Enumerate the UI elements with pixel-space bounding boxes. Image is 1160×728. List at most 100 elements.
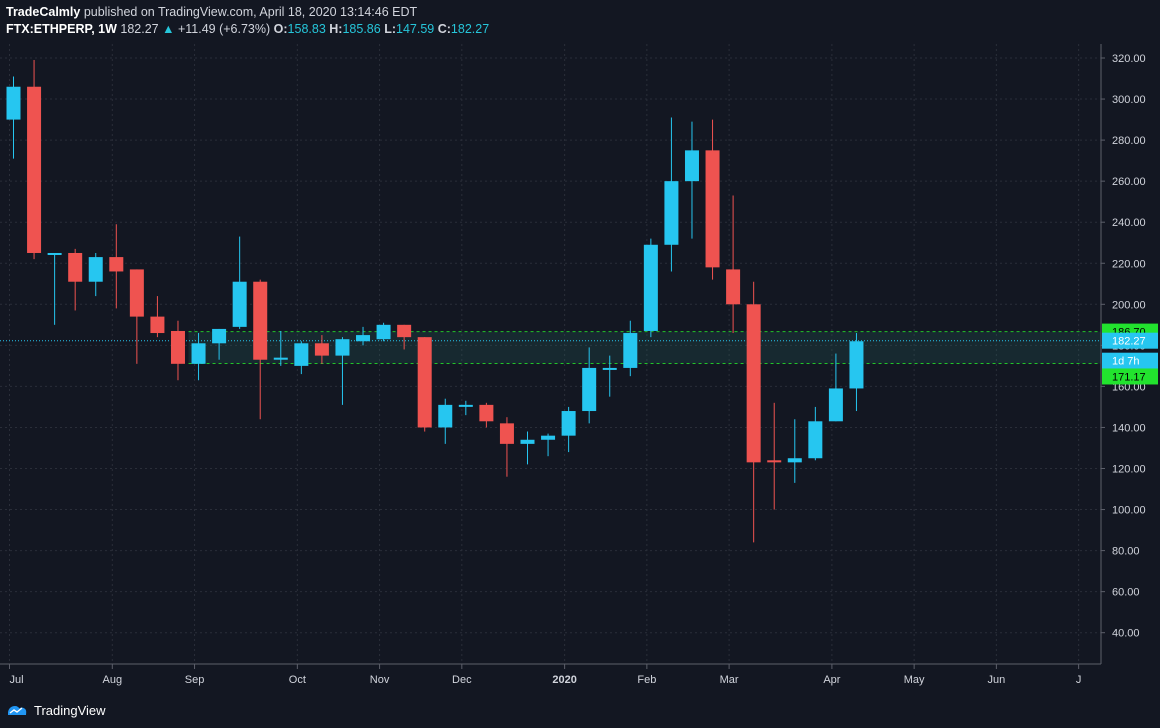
candle[interactable] [767, 402, 782, 510]
candle-body[interactable] [643, 244, 658, 331]
candle[interactable] [109, 224, 124, 309]
zone-lower-label: 171.17 [1102, 368, 1158, 385]
time-axis[interactable]: Jul Aug Sep Oct Nov Dec 2020 Feb Mar Apr May Jun J [0, 663, 1101, 686]
candle[interactable] [520, 431, 535, 465]
candle-body[interactable] [438, 404, 453, 428]
candle-body[interactable] [314, 343, 329, 356]
candle-body[interactable] [150, 316, 165, 334]
candle-body[interactable] [726, 269, 741, 305]
candle[interactable] [27, 60, 42, 260]
candle[interactable] [356, 326, 371, 346]
candle[interactable] [458, 400, 473, 416]
candle[interactable] [212, 328, 227, 360]
candle-body[interactable] [88, 257, 103, 282]
candle[interactable] [705, 119, 720, 280]
candle[interactable] [787, 419, 802, 483]
candle-body[interactable] [520, 439, 535, 444]
candle[interactable] [438, 398, 453, 444]
candle-body[interactable] [212, 328, 227, 344]
time-tick-label: J [1076, 674, 1082, 686]
candle[interactable] [253, 279, 268, 420]
candle-body[interactable] [602, 367, 617, 370]
candle[interactable] [664, 117, 679, 272]
candle-body[interactable] [356, 335, 371, 342]
time-tick-label: 2020 [552, 674, 576, 686]
candle[interactable] [6, 76, 21, 159]
candle-body[interactable] [828, 388, 843, 422]
candle[interactable] [397, 324, 412, 350]
candle-body[interactable] [6, 86, 21, 120]
candle[interactable] [376, 322, 391, 342]
candle[interactable] [623, 320, 638, 377]
candle[interactable] [582, 347, 597, 424]
price-axis[interactable]: 320.00 300.00 280.00 260.00 240.00 220.00 200.… [1100, 44, 1146, 664]
candle[interactable] [643, 238, 658, 338]
candle-body[interactable] [787, 458, 802, 463]
candle-body[interactable] [808, 421, 823, 459]
candle[interactable] [541, 433, 556, 457]
candle-body[interactable] [623, 333, 638, 368]
candle[interactable] [232, 236, 247, 329]
candle[interactable] [499, 417, 514, 477]
candle-body[interactable] [849, 341, 864, 389]
candles[interactable] [6, 60, 864, 543]
candle-body[interactable] [294, 343, 309, 366]
candle-body[interactable] [746, 304, 761, 463]
candle-body[interactable] [47, 252, 62, 255]
candle[interactable] [314, 335, 329, 364]
candle-body[interactable] [499, 423, 514, 444]
candle-body[interactable] [541, 435, 556, 440]
candle-body[interactable] [417, 337, 432, 428]
candle[interactable] [68, 248, 83, 311]
candle-body[interactable] [767, 460, 782, 463]
candle[interactable] [129, 269, 144, 364]
candle-body[interactable] [253, 281, 268, 360]
candle[interactable] [808, 406, 823, 461]
candle-body[interactable] [335, 339, 350, 356]
candle-body[interactable] [397, 324, 412, 338]
candle[interactable] [273, 330, 288, 366]
candle[interactable] [726, 195, 741, 334]
price-tick-label: 280.00 [1112, 135, 1146, 147]
candle-body[interactable] [582, 367, 597, 412]
candle[interactable] [849, 333, 864, 412]
candle-body[interactable] [705, 150, 720, 268]
candle[interactable] [191, 333, 206, 381]
candle-body[interactable] [664, 181, 679, 245]
high-value: 185.86 [342, 22, 381, 36]
candle-body[interactable] [376, 324, 391, 340]
symbol-label[interactable]: FTX:ETHPERP, 1W [6, 22, 117, 36]
candle[interactable] [335, 337, 350, 405]
candle-body[interactable] [273, 357, 288, 360]
candle-body[interactable] [479, 404, 494, 422]
candle-body[interactable] [109, 257, 124, 272]
candle[interactable] [684, 121, 699, 239]
time-tick-label: Mar [720, 674, 739, 686]
candle-body[interactable] [232, 281, 247, 327]
candle-body[interactable] [129, 269, 144, 317]
candle[interactable] [417, 337, 432, 432]
tradingview-logo-icon[interactable] [6, 703, 28, 717]
candle[interactable] [150, 296, 165, 338]
time-tick-label: May [904, 674, 925, 686]
candle-body[interactable] [68, 252, 83, 282]
candle[interactable] [602, 355, 617, 397]
candle[interactable] [47, 252, 62, 325]
candle[interactable] [294, 341, 309, 375]
candle-body[interactable] [170, 330, 185, 364]
candle-body[interactable] [458, 404, 473, 407]
candle[interactable] [746, 281, 761, 543]
author-name[interactable]: TradeCalmly [6, 5, 81, 19]
candle[interactable] [828, 353, 843, 422]
candle-body[interactable] [684, 150, 699, 182]
candle[interactable] [561, 406, 576, 453]
candle-body[interactable] [561, 411, 576, 436]
candle-body[interactable] [27, 86, 42, 253]
price-tick-label: 200.00 [1112, 299, 1146, 311]
candle-body[interactable] [191, 343, 206, 364]
candle[interactable] [479, 402, 494, 428]
footer-brand[interactable]: TradingView [34, 702, 106, 718]
candle[interactable] [88, 252, 103, 297]
candle[interactable] [170, 320, 185, 381]
